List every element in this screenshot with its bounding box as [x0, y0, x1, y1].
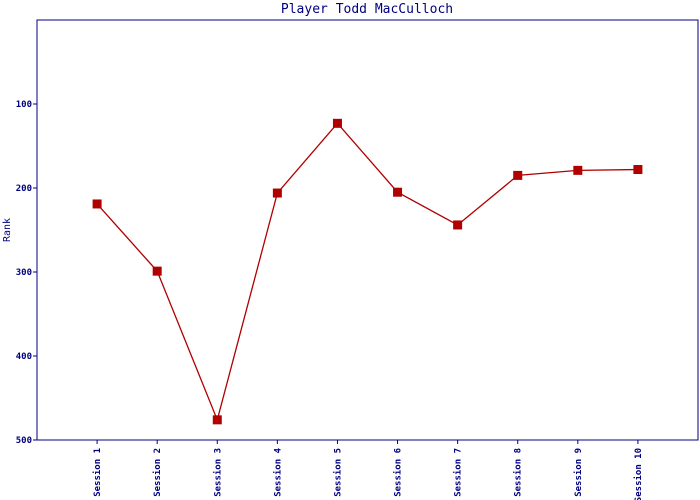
x-tick-label: Session 5	[332, 448, 343, 497]
y-tick-label: 100	[16, 100, 32, 110]
y-tick-label: 500	[16, 436, 32, 446]
marker	[513, 170, 523, 180]
x-tick-label: Session 9	[573, 448, 584, 497]
line	[96, 122, 638, 422]
x-tick-label: Session 2	[152, 448, 163, 497]
marker	[332, 118, 342, 128]
marker	[633, 165, 643, 175]
x-tick-label: Session 1	[92, 448, 103, 497]
x-tick-label: Session 7	[453, 448, 464, 497]
y-tick-label: 200	[16, 184, 32, 194]
y-tick-label: 400	[16, 352, 32, 362]
marker	[92, 199, 102, 209]
marker	[573, 165, 583, 175]
marker	[453, 220, 463, 230]
plot-frame	[36, 19, 699, 441]
x-tick-label: Session 3	[212, 448, 223, 497]
marker	[152, 266, 162, 276]
marker	[393, 187, 403, 197]
x-tick-label: Session 10	[633, 448, 644, 500]
x-tick-label: Session 6	[393, 448, 404, 497]
x-tick-label: Session 8	[513, 448, 524, 497]
marker	[272, 188, 282, 198]
chart-title: Player Todd MacCulloch	[281, 2, 453, 17]
marker	[212, 415, 222, 425]
x-tick-label: Session 4	[272, 447, 283, 496]
y-axis-label: Rank	[2, 218, 13, 242]
y-tick-label: 300	[16, 268, 32, 278]
